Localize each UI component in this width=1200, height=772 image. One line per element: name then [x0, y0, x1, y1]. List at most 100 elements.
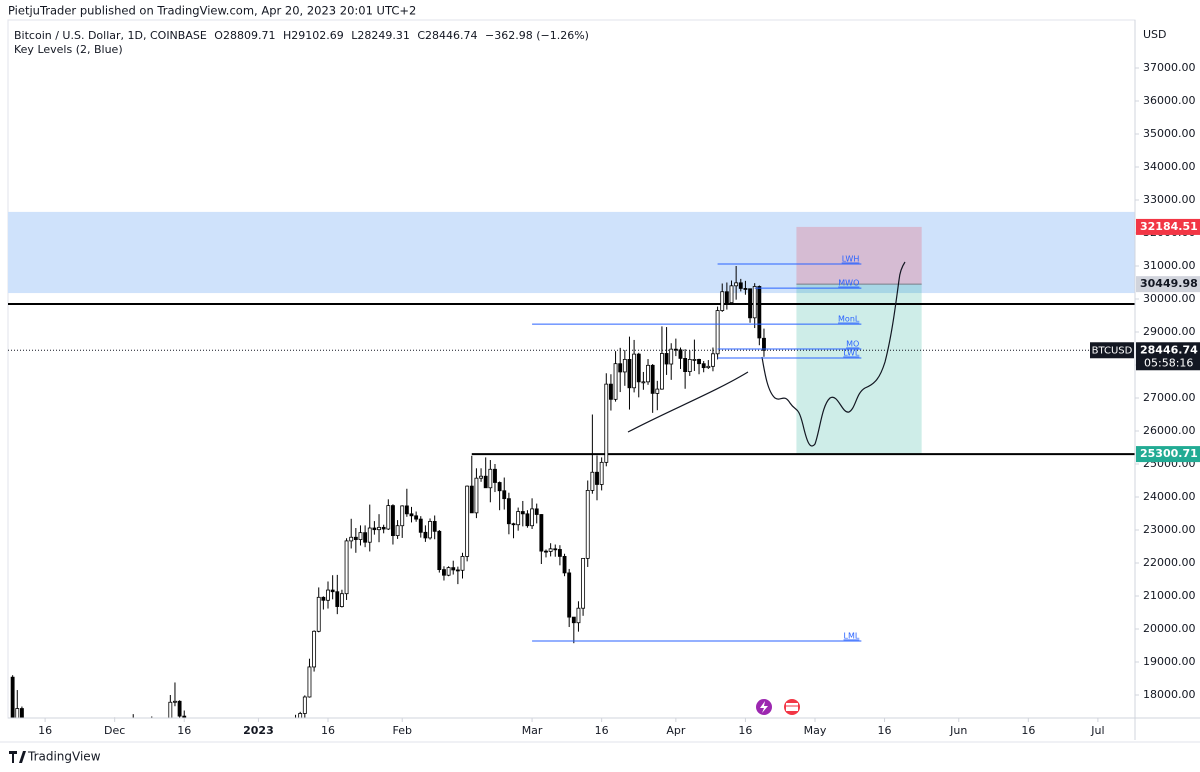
candle-body: [177, 700, 182, 717]
candle-body: [650, 364, 655, 394]
legend-open: O28809.71: [214, 29, 275, 42]
candle-body: [678, 349, 683, 359]
candle-body: [585, 490, 590, 559]
candle-body: [595, 471, 599, 485]
candle-body: [604, 383, 609, 463]
target-price-tag-bg: [1136, 446, 1200, 463]
y-tick-label: 37000.00: [1143, 61, 1196, 74]
key-level-label: LWL: [843, 349, 860, 358]
candle-body: [544, 550, 548, 553]
last-price-tag: 28446.74: [1140, 343, 1198, 356]
candle-body: [339, 593, 344, 607]
candle-body: [474, 477, 479, 514]
candle-body: [748, 288, 752, 319]
entry-price-tag: 30449.98: [1140, 277, 1198, 290]
candle-body: [687, 358, 692, 373]
candle-body: [330, 589, 335, 593]
candle-body: [576, 607, 581, 624]
y-tick-label: 29000.00: [1143, 325, 1196, 338]
flag-glyph: [786, 703, 798, 711]
candle-body: [460, 556, 465, 571]
candle-body: [168, 701, 173, 718]
candle-body: [437, 530, 442, 571]
y-tick-label: 36000.00: [1143, 94, 1196, 107]
candle-body: [469, 485, 474, 514]
candle-body: [307, 666, 312, 698]
candle-body: [520, 511, 525, 515]
candle-body: [511, 523, 516, 526]
stop-price-tag-bg: [1136, 218, 1200, 235]
key-level-label: MO: [846, 340, 859, 349]
back-layer: [8, 211, 1135, 456]
candle-body: [613, 363, 618, 400]
candle-body: [516, 511, 521, 526]
x-tick-label: Mar: [522, 724, 543, 737]
legend: Bitcoin / U.S. Dollar, 1D, COINBASE O288…: [14, 29, 589, 42]
key-level-label: LWH: [842, 255, 860, 264]
candle-body: [673, 348, 678, 351]
candle-body: [497, 482, 502, 492]
candle-body: [590, 471, 595, 491]
candle-body: [372, 527, 377, 531]
indicator-name: Key Levels (2, Blue): [14, 43, 123, 56]
candles: [10, 266, 766, 718]
candle-body: [10, 676, 15, 718]
candle-body: [581, 557, 586, 609]
candle-body: [423, 531, 428, 539]
footer: TradingView: [0, 741, 1200, 764]
candle-body: [321, 596, 326, 601]
candle-body: [711, 353, 715, 367]
y-tick-label: 34000.00: [1143, 160, 1196, 173]
candle-body: [19, 708, 24, 718]
candle-body: [502, 490, 507, 500]
candle-body: [752, 286, 757, 319]
candle-body: [720, 291, 725, 311]
candle-body: [664, 353, 669, 365]
candle-body: [743, 288, 748, 290]
x-tick-label: Apr: [666, 724, 686, 737]
legend-close: C28446.74: [417, 29, 477, 42]
candle-body: [479, 475, 483, 479]
x-tick-label: 16: [321, 724, 335, 737]
candle-body: [302, 696, 307, 714]
candle-body: [442, 569, 446, 576]
x-tick-label: 16: [177, 724, 191, 737]
y-tick-label: 23000.00: [1143, 523, 1196, 536]
candle-body: [706, 365, 711, 369]
y-tick-label: 33000.00: [1143, 193, 1196, 206]
y-tick-label: 18000.00: [1143, 688, 1196, 701]
legend-high: H29102.69: [283, 29, 344, 42]
x-tick-label: Jun: [949, 724, 967, 737]
candle-body: [395, 525, 400, 537]
projection-path: [761, 261, 906, 447]
candle-body: [353, 536, 358, 540]
candle-body: [400, 505, 405, 527]
trend-line: [627, 371, 749, 433]
candle-body: [539, 514, 544, 552]
candle-body: [173, 700, 177, 703]
key-level-label: LML: [844, 632, 860, 641]
candle-body: [757, 286, 762, 339]
lightning-glyph: [760, 701, 768, 713]
candle-body: [493, 468, 497, 483]
candle-body: [692, 358, 697, 361]
candle-body: [506, 498, 511, 525]
candle-body: [599, 461, 604, 485]
candle-body: [358, 532, 363, 540]
candle-body: [465, 485, 470, 557]
x-tick-label: 16: [738, 724, 752, 737]
candle-body: [729, 285, 734, 304]
y-tick-label: 20000.00: [1143, 622, 1196, 635]
currency: USD: [1143, 28, 1167, 41]
x-tick-label: 16: [878, 724, 892, 737]
candle-body: [488, 468, 493, 489]
y-tick-label: 31000.00: [1143, 259, 1196, 272]
event-icons: [756, 699, 800, 715]
candle-body: [377, 526, 381, 531]
candle-body: [697, 358, 701, 365]
candle-body: [646, 364, 650, 383]
candle-body: [762, 337, 766, 351]
